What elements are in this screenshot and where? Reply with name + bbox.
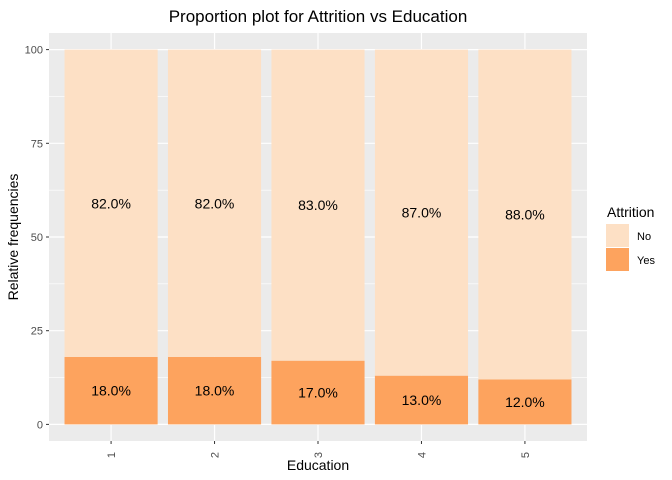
bar-label-no-3: 83.0% bbox=[298, 197, 338, 213]
legend-items: No Yes bbox=[606, 224, 655, 271]
legend-key-no bbox=[606, 224, 629, 247]
bar-yes-2 bbox=[167, 356, 262, 425]
bar-yes-3 bbox=[271, 360, 365, 425]
bar-label-yes-5: 12.0% bbox=[505, 394, 545, 410]
y-tick-label: 50 bbox=[31, 232, 43, 244]
x-tick-label-4: 4 bbox=[416, 452, 428, 458]
legend: Attrition No Yes bbox=[606, 204, 655, 271]
y-tick-label: 0 bbox=[37, 419, 43, 431]
y-axis-title: Relative frequencies bbox=[5, 174, 21, 301]
y-tick-label: 75 bbox=[31, 138, 43, 150]
bar-yes-4 bbox=[374, 375, 469, 425]
legend-title: Attrition bbox=[607, 204, 654, 220]
legend-label-no: No bbox=[637, 231, 651, 243]
bar-label-yes-2: 18.0% bbox=[195, 383, 235, 399]
bar-no-1 bbox=[64, 49, 158, 357]
y-tick-label: 100 bbox=[25, 45, 43, 57]
bar-yes-5 bbox=[478, 379, 572, 425]
x-tick-label-3: 3 bbox=[313, 452, 325, 458]
bar-no-3 bbox=[271, 49, 365, 361]
y-tick-label: 25 bbox=[31, 326, 43, 338]
plot-area: 18.0% 82.0% 18.0% 82.0% 17.0% 83.0% 13.0% 87.0%… bbox=[25, 33, 587, 458]
bar-no-2 bbox=[167, 49, 262, 357]
bar-no-5 bbox=[478, 49, 572, 380]
bar-label-no-1: 82.0% bbox=[91, 195, 131, 211]
legend-label-yes: Yes bbox=[637, 255, 655, 267]
x-tick-label-5: 5 bbox=[520, 452, 532, 458]
x-axis-title: Education bbox=[287, 457, 349, 473]
chart-title: Proportion plot for Attrition vs Educati… bbox=[169, 7, 468, 26]
x-tick-label-1: 1 bbox=[106, 452, 118, 458]
bar-label-yes-3: 17.0% bbox=[298, 385, 338, 401]
bar-yes-1 bbox=[64, 356, 158, 425]
bar-label-no-4: 87.0% bbox=[402, 205, 442, 221]
bar-no-4 bbox=[374, 49, 469, 376]
x-tick-label-2: 2 bbox=[210, 452, 222, 458]
bar-label-no-5: 88.0% bbox=[505, 207, 545, 223]
bar-label-no-2: 82.0% bbox=[195, 195, 235, 211]
bar-label-yes-1: 18.0% bbox=[91, 383, 131, 399]
bar-label-yes-4: 13.0% bbox=[402, 392, 442, 408]
legend-key-yes bbox=[606, 248, 629, 271]
